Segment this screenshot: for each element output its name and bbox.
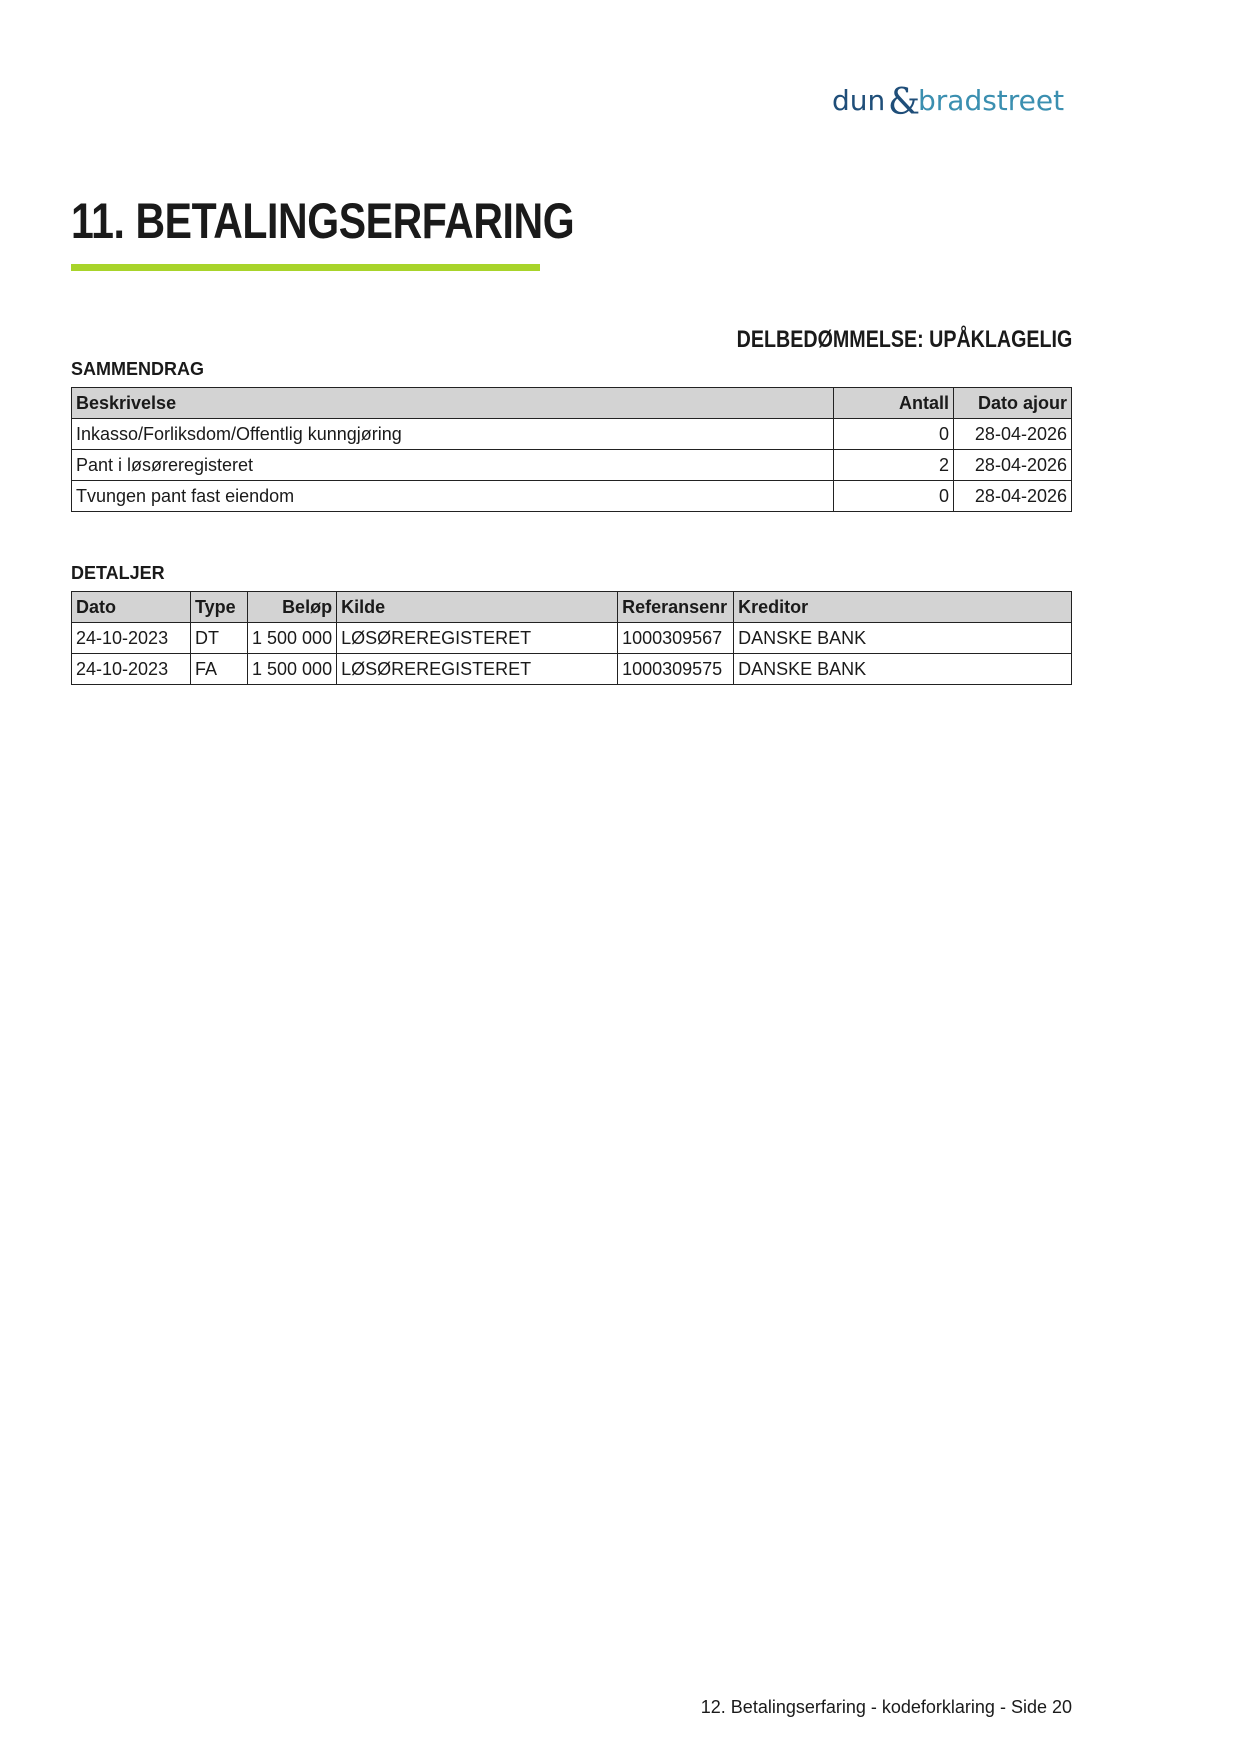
cell: LØSØREREGISTERET xyxy=(336,653,619,685)
page-footer: 12. Betalingserfaring - kodeforklaring -… xyxy=(700,1697,1072,1717)
cell: DANSKE BANK xyxy=(733,653,1072,685)
summary-table: Beskrivelse Antall Dato ajour Inkasso/Fo… xyxy=(71,387,1072,512)
cell: 0 xyxy=(833,418,954,450)
table-row: Tvungen pant fast eiendom 0 28-04-2026 xyxy=(71,480,1072,512)
table-row: Inkasso/Forliksdom/Offentlig kunngjøring… xyxy=(71,418,1072,450)
table-row: 24-10-2023 FA 1 500 000 LØSØREREGISTERET 100… xyxy=(71,653,1072,685)
table-row: 24-10-2023 DT 1 500 000 LØSØREREGISTERET 100… xyxy=(71,622,1072,654)
page-title: 11. BETALINGSERFARING xyxy=(71,193,575,249)
rating-heading: DELBEDØMMELSE: UPÅKLAGELIG xyxy=(736,326,1072,353)
cell: 24-10-2023 xyxy=(71,622,191,654)
table-header-row: Dato Type Beløp Kilde Referansenr Kredit… xyxy=(71,591,1072,623)
cell: 1000309575 xyxy=(617,653,735,685)
cell: 1000309567 xyxy=(617,622,735,654)
dun-bradstreet-logo: dun & bradstreet xyxy=(832,82,1064,122)
cell: 2 xyxy=(833,449,954,481)
cell: FA xyxy=(190,653,248,685)
header-dato-ajour: Dato ajour xyxy=(953,387,1072,419)
cell: 28-04-2026 xyxy=(953,449,1072,481)
table-header-row: Beskrivelse Antall Dato ajour xyxy=(71,387,1072,419)
cell: 1 500 000 xyxy=(246,622,338,654)
details-label: DETALJER xyxy=(71,563,165,583)
cell: 1 500 000 xyxy=(246,653,338,685)
cell: LØSØREREGISTERET xyxy=(336,622,619,654)
title-underline xyxy=(71,264,540,271)
cell: 0 xyxy=(833,480,954,512)
cell: 28-04-2026 xyxy=(953,418,1072,450)
cell: Pant i løsøreregisteret xyxy=(71,449,834,481)
cell: 28-04-2026 xyxy=(953,480,1072,512)
details-table: Dato Type Beløp Kilde Referansenr Kredit… xyxy=(71,591,1072,685)
header-belop: Beløp xyxy=(246,591,338,623)
svg-text:bradstreet: bradstreet xyxy=(918,84,1064,117)
header-dato: Dato xyxy=(71,591,191,623)
svg-text:dun: dun xyxy=(832,84,885,117)
header-type: Type xyxy=(190,591,248,623)
svg-text:&: & xyxy=(888,82,920,122)
cell: Inkasso/Forliksdom/Offentlig kunngjøring xyxy=(71,418,834,450)
cell: DANSKE BANK xyxy=(733,622,1072,654)
cell: 24-10-2023 xyxy=(71,653,191,685)
table-row: Pant i løsøreregisteret 2 28-04-2026 xyxy=(71,449,1072,481)
header-referansenr: Referansenr xyxy=(617,591,735,623)
summary-label: SAMMENDRAG xyxy=(71,359,204,379)
cell: DT xyxy=(190,622,248,654)
header-beskrivelse: Beskrivelse xyxy=(71,387,834,419)
header-kilde: Kilde xyxy=(336,591,619,623)
header-antall: Antall xyxy=(833,387,954,419)
header-kreditor: Kreditor xyxy=(733,591,1072,623)
cell: Tvungen pant fast eiendom xyxy=(71,480,834,512)
